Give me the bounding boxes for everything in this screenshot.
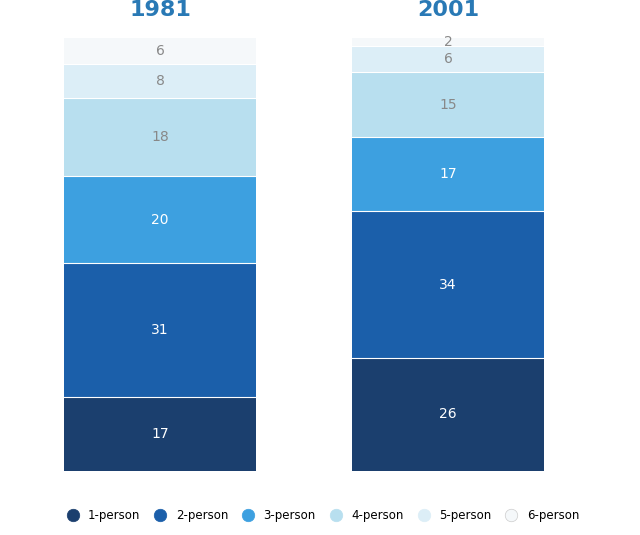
Bar [64, 263, 256, 397]
Text: 31: 31 [151, 323, 169, 337]
Text: 1981: 1981 [129, 1, 191, 20]
Text: 2001: 2001 [417, 1, 479, 20]
Bar [352, 37, 544, 47]
Text: 15: 15 [439, 98, 457, 112]
Bar [64, 397, 256, 471]
Bar [64, 37, 256, 64]
Text: 2: 2 [444, 35, 452, 49]
Bar [64, 64, 256, 98]
Bar [352, 358, 544, 471]
Text: 20: 20 [151, 212, 169, 227]
Text: 18: 18 [151, 131, 169, 144]
Text: 26: 26 [439, 408, 457, 422]
Text: 6: 6 [444, 52, 452, 66]
Bar [64, 177, 256, 263]
Bar [352, 47, 544, 72]
Bar [352, 137, 544, 211]
Bar [64, 98, 256, 177]
Text: 8: 8 [156, 74, 164, 88]
Text: 17: 17 [151, 427, 169, 441]
Text: 6: 6 [156, 44, 164, 58]
Text: 34: 34 [439, 278, 457, 292]
Bar [352, 211, 544, 358]
Bar [352, 72, 544, 137]
Text: 17: 17 [439, 167, 457, 181]
Legend: 1-person, 2-person, 3-person, 4-person, 5-person, 6-person: 1-person, 2-person, 3-person, 4-person, … [56, 504, 584, 526]
